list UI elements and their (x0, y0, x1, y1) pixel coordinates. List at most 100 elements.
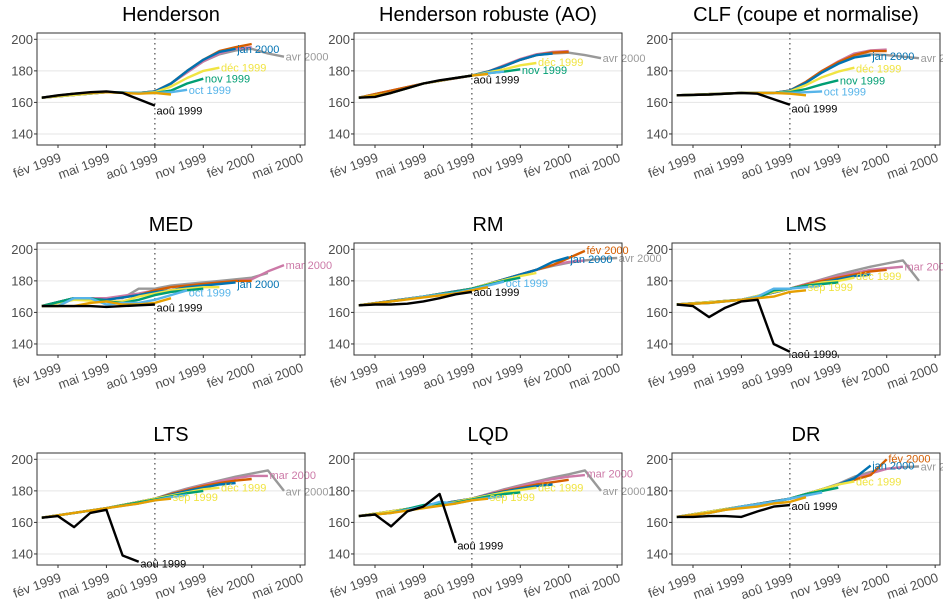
x-tick-label: fév 1999 (328, 150, 380, 181)
y-tick-label: 140 (11, 126, 33, 141)
series-end-label: avr 2000 (619, 253, 662, 265)
x-tick-label: fév 1999 (646, 570, 698, 601)
series-end-label: mar 2000 (586, 469, 632, 481)
x-tick-label: fév 1999 (11, 360, 63, 391)
series-end-label: avr 2000 (921, 53, 943, 65)
x-tick-label: fév 2000 (840, 570, 892, 601)
series-end-label: déc 1999 (538, 483, 583, 495)
y-tick-label: 160 (11, 305, 33, 320)
x-tick-label: nov 1999 (153, 150, 208, 182)
y-tick-label: 180 (646, 483, 668, 498)
x-tick-label: nov 1999 (470, 570, 525, 602)
y-tick-label: 160 (646, 305, 668, 320)
x-tick-label: aoû 1999 (104, 150, 160, 183)
y-tick-label: 180 (328, 63, 350, 78)
x-tick-label: fév 1999 (328, 570, 380, 601)
panel-frame (353, 452, 623, 566)
series-end-label: nov 1999 (522, 65, 567, 77)
series-end-label: déc 1999 (856, 63, 901, 75)
y-tick-label: 160 (328, 95, 350, 110)
series-end-label: jan 2000 (569, 254, 612, 266)
x-tick-label: aoû 1999 (739, 570, 795, 603)
x-tick-label: nov 1999 (470, 150, 525, 182)
series-end-label: mar 2000 (286, 260, 332, 272)
panel-title: LMS (785, 214, 826, 236)
x-tick-label: mai 2000 (250, 150, 305, 182)
x-tick-label: aoû 1999 (739, 360, 795, 393)
series-line-black (41, 303, 155, 309)
x-tick-label: fév 2000 (522, 570, 574, 601)
x-tick-label: mai 1999 (56, 360, 111, 392)
series-end-label: nov 1999 (205, 74, 250, 86)
x-tick-label: fév 1999 (646, 360, 698, 391)
panel-frame (671, 242, 941, 356)
y-tick-label: 160 (11, 515, 33, 530)
x-tick-label: fév 2000 (205, 150, 257, 181)
x-tick-label: mai 2000 (885, 150, 940, 182)
panel-title: Henderson robuste (AO) (379, 4, 597, 26)
series-line-orange (358, 286, 489, 307)
x-tick-label: aoû 1999 (739, 150, 795, 183)
panel-title: MED (149, 214, 193, 236)
series-end-label: déc 1999 (538, 57, 583, 69)
panel-title: RM (472, 214, 503, 236)
x-tick-label: mai 1999 (691, 360, 746, 392)
x-tick-label: mai 1999 (691, 150, 746, 182)
x-tick-label: fév 1999 (11, 150, 63, 181)
series-end-label: déc 1999 (856, 271, 901, 283)
x-tick-label: mai 2000 (885, 570, 940, 602)
series-end-label: mar 2000 (269, 470, 315, 482)
y-tick-label: 200 (11, 452, 33, 467)
series-end-label: mar 2000 (904, 262, 943, 274)
x-tick-label: aoû 1999 (104, 570, 160, 603)
series-end-label: aoû 1999 (791, 501, 837, 513)
series-end-label: avr 2000 (921, 461, 943, 473)
y-tick-label: 180 (328, 273, 350, 288)
x-tick-label: mai 1999 (373, 570, 428, 602)
series-end-label: jan 2000 (871, 461, 914, 473)
y-tick-label: 140 (328, 546, 350, 561)
series-end-label: aoû 1999 (473, 287, 519, 299)
x-tick-label: fév 2000 (205, 570, 257, 601)
x-tick-label: aoû 1999 (421, 570, 477, 603)
y-tick-label: 160 (328, 305, 350, 320)
series-end-label: aoû 1999 (140, 558, 186, 570)
series-end-label: oct 1999 (189, 85, 231, 97)
series-end-label: déc 1999 (221, 63, 266, 75)
x-tick-label: fév 1999 (328, 360, 380, 391)
series-end-label: avr 2000 (286, 487, 329, 499)
x-tick-label: mai 2000 (885, 360, 940, 392)
x-tick-label: mai 2000 (567, 360, 622, 392)
x-tick-label: aoû 1999 (104, 360, 160, 393)
panel-henderson-robuste-ao-: Henderson robuste (AO) 140 160 180 200 fév 19… (328, 4, 645, 182)
panel-frame (671, 32, 941, 146)
y-tick-label: 200 (646, 452, 668, 467)
panel-frame (353, 32, 623, 146)
y-tick-label: 200 (328, 452, 350, 467)
series-end-label: nov 1999 (840, 75, 885, 87)
series-end-label: avr 2000 (603, 53, 646, 65)
y-tick-label: 140 (328, 336, 350, 351)
series-end-label: jan 2000 (236, 44, 279, 56)
y-tick-label: 200 (646, 242, 668, 257)
x-tick-label: aoû 1999 (421, 360, 477, 393)
series-end-label: oct 1999 (506, 278, 548, 290)
y-tick-label: 180 (646, 273, 668, 288)
y-tick-label: 200 (328, 242, 350, 257)
panel-title: LTS (153, 424, 188, 446)
y-tick-label: 180 (11, 63, 33, 78)
series-end-label: jan 2000 (871, 51, 914, 63)
y-tick-label: 200 (11, 242, 33, 257)
panel-frame (671, 452, 941, 566)
series-line-orange (676, 289, 807, 306)
x-tick-label: mai 1999 (691, 570, 746, 602)
series-line-black (358, 290, 473, 307)
x-tick-label: nov 1999 (788, 570, 843, 602)
x-tick-label: mai 2000 (250, 570, 305, 602)
series-line-black (358, 492, 457, 544)
x-tick-label: nov 1999 (788, 150, 843, 182)
y-tick-label: 140 (11, 336, 33, 351)
